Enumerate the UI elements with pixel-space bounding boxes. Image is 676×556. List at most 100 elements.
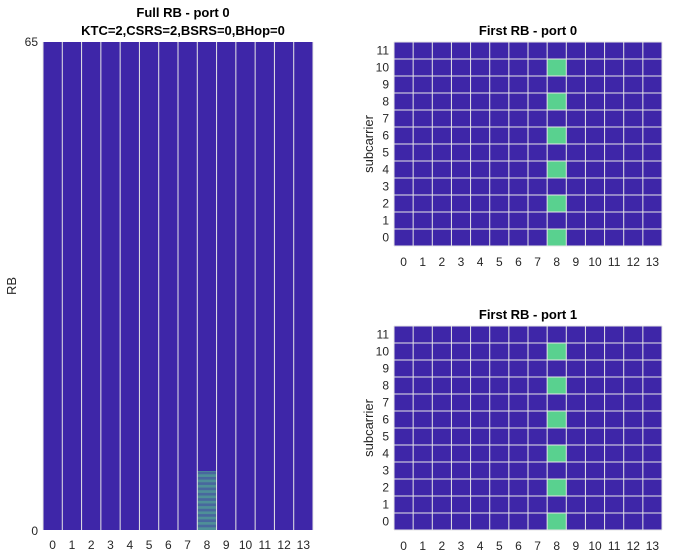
active-cell xyxy=(197,512,217,513)
x-tick-label: 1 xyxy=(419,255,426,269)
y-tick-label: 2 xyxy=(382,197,389,211)
active-cell xyxy=(197,505,217,507)
x-tick-label: 9 xyxy=(223,538,230,552)
x-tick-label: 4 xyxy=(126,538,133,552)
chart-title: First RB - port 0 xyxy=(479,23,577,38)
y-tick-label: 8 xyxy=(382,95,389,109)
active-cell xyxy=(197,521,217,523)
heatmap-cells xyxy=(393,41,663,247)
active-cell xyxy=(197,475,217,476)
y-tick-label: 11 xyxy=(377,328,390,342)
y-tick-label: 5 xyxy=(382,430,389,444)
x-tick-label: 2 xyxy=(439,255,446,269)
active-cell xyxy=(197,492,217,494)
x-tick-label: 1 xyxy=(69,538,76,552)
x-tick-label: 3 xyxy=(107,538,114,552)
x-tick-label: 2 xyxy=(88,538,95,552)
active-cell xyxy=(197,486,217,487)
active-cell xyxy=(197,489,217,491)
y-tick-label: 0 xyxy=(31,524,38,538)
active-cell xyxy=(197,514,217,516)
x-tick-label: 7 xyxy=(534,255,541,269)
active-cell xyxy=(197,471,217,473)
active-cell xyxy=(197,517,217,518)
y-tick-label: 11 xyxy=(377,44,390,58)
x-tick-label: 9 xyxy=(573,255,580,269)
y-tick-label: 8 xyxy=(382,379,389,393)
active-cell xyxy=(197,483,217,485)
y-tick-label: 5 xyxy=(382,146,389,160)
active-cell xyxy=(197,485,217,486)
x-tick-label: 5 xyxy=(496,539,503,553)
active-cell xyxy=(197,525,217,527)
x-tick-label: 8 xyxy=(553,539,560,553)
x-tick-label: 7 xyxy=(184,538,191,552)
y-tick-label: 3 xyxy=(382,180,389,194)
x-tick-label: 6 xyxy=(165,538,172,552)
active-cell xyxy=(197,493,217,495)
active-cell xyxy=(197,513,217,514)
active-cell xyxy=(197,491,217,492)
x-tick-label: 12 xyxy=(627,255,641,269)
x-tick-label: 13 xyxy=(297,538,311,552)
x-tick-label: 8 xyxy=(553,255,560,269)
active-cell xyxy=(197,504,217,506)
y-tick-label: 3 xyxy=(382,464,389,478)
x-tick-label: 7 xyxy=(534,539,541,553)
heatmap-cells xyxy=(42,42,314,530)
active-cell xyxy=(197,476,217,478)
y-tick-label: 0 xyxy=(382,231,389,245)
active-cell xyxy=(197,508,217,510)
x-tick-label: 11 xyxy=(608,255,621,269)
active-cell xyxy=(197,488,217,490)
active-cell xyxy=(547,127,567,144)
active-cell xyxy=(197,502,217,503)
active-cell xyxy=(547,377,567,394)
active-cell xyxy=(197,494,217,496)
y-tick-label: 2 xyxy=(382,481,389,495)
active-cell xyxy=(197,473,217,475)
x-tick-label: 10 xyxy=(588,539,602,553)
active-cell xyxy=(197,526,217,528)
active-cell xyxy=(197,509,217,511)
active-cell xyxy=(547,229,567,246)
x-tick-label: 13 xyxy=(646,255,660,269)
chart-subtitle: KTC=2,CSRS=2,BSRS=0,BHop=0 xyxy=(81,23,285,38)
active-cell xyxy=(197,501,217,502)
active-cell xyxy=(197,515,217,517)
x-tick-label: 6 xyxy=(515,255,522,269)
active-cell xyxy=(197,487,217,489)
y-axis-label: subcarrier xyxy=(361,398,376,456)
active-cell xyxy=(197,524,217,526)
x-tick-label: 13 xyxy=(646,539,660,553)
active-cell xyxy=(547,513,567,530)
y-axis-label: RB xyxy=(4,277,19,295)
active-cell xyxy=(197,477,217,479)
x-tick-label: 1 xyxy=(419,539,426,553)
y-axis-label: subcarrier xyxy=(361,114,376,172)
active-cell xyxy=(547,93,567,110)
active-cell xyxy=(197,497,217,498)
active-cell xyxy=(547,195,567,212)
x-tick-label: 4 xyxy=(477,255,484,269)
y-tick-label: 9 xyxy=(382,78,389,92)
active-cell xyxy=(197,523,217,524)
active-cell xyxy=(547,411,567,428)
y-tick-label: 1 xyxy=(382,214,389,228)
x-tick-label: 3 xyxy=(458,255,465,269)
active-cell xyxy=(197,480,217,481)
y-tick-label: 10 xyxy=(376,61,390,75)
x-tick-label: 10 xyxy=(588,255,602,269)
y-tick-label: 65 xyxy=(25,35,39,49)
x-tick-label: 12 xyxy=(277,538,291,552)
y-tick-label: 9 xyxy=(382,362,389,376)
active-cell xyxy=(197,519,217,521)
y-tick-label: 1 xyxy=(382,498,389,512)
active-cell xyxy=(547,59,567,76)
x-tick-label: 0 xyxy=(49,538,56,552)
x-tick-label: 9 xyxy=(573,539,580,553)
active-cell xyxy=(197,481,217,482)
